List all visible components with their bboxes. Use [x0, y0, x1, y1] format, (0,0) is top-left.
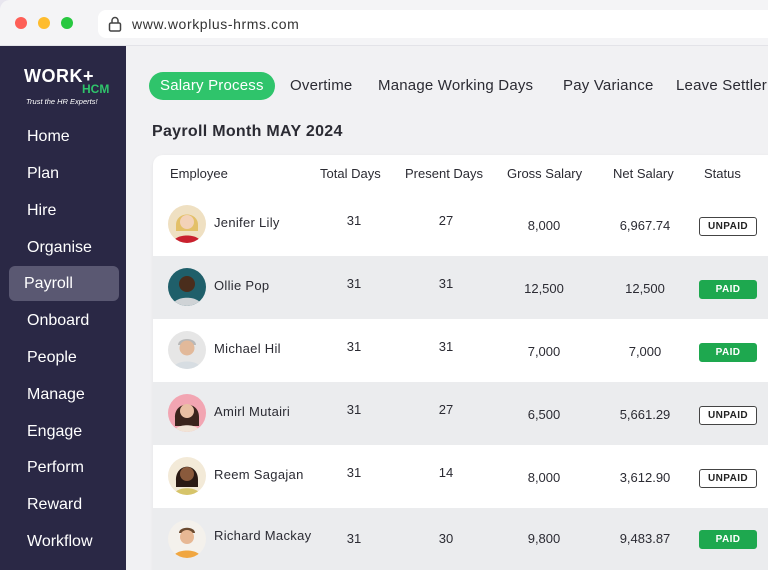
net-salary: 7,000	[628, 344, 662, 359]
column-header-status: Status	[704, 166, 741, 181]
sidebar-item-organise[interactable]: Organise	[27, 239, 92, 256]
status-badge: UNPAID	[699, 406, 757, 425]
gross-salary: 7,000	[527, 344, 561, 359]
page-title: Payroll Month MAY 2024	[152, 123, 343, 140]
present-days: 27	[438, 402, 454, 417]
tab-manage-working-days[interactable]: Manage Working Days	[378, 77, 534, 94]
employee-name: Amirl Mutairi	[214, 404, 291, 419]
status-badge: UNPAID	[699, 469, 757, 488]
present-days: 30	[438, 531, 454, 546]
gross-salary: 6,500	[527, 407, 561, 422]
gross-salary: 8,000	[527, 218, 561, 233]
maximize-window-button[interactable]	[61, 17, 73, 29]
logo-tagline: Trust the HR Experts!	[26, 97, 98, 106]
table-row[interactable]: Amirl Mutairi 31 27 6,500 5,661.29 UNPAI…	[153, 382, 768, 445]
sidebar-item-workflow[interactable]: Workflow	[27, 533, 93, 550]
url-text: www.workplus-hrms.com	[132, 16, 300, 32]
avatar	[168, 520, 206, 558]
sidebar-item-payroll[interactable]: Payroll	[9, 266, 119, 301]
main-content: Salary Process Overtime Manage Working D…	[126, 46, 768, 570]
logo-sub: HCM	[82, 82, 110, 96]
employee-name: Reem Sagajan	[214, 467, 304, 482]
tab-salary-process[interactable]: Salary Process	[149, 72, 275, 100]
net-salary: 6,967.74	[619, 218, 671, 233]
sidebar-item-engage[interactable]: Engage	[27, 423, 83, 440]
sidebar-item-manage[interactable]: Manage	[27, 386, 85, 403]
present-days: 27	[438, 213, 454, 228]
avatar	[168, 394, 206, 432]
sidebar-item-perform[interactable]: Perform	[27, 459, 84, 476]
status-badge: UNPAID	[699, 217, 757, 236]
tab-overtime[interactable]: Overtime	[290, 77, 353, 94]
avatar	[168, 457, 206, 495]
logo: WORK+ HCM Trust the HR Experts!	[24, 66, 120, 112]
lock-icon	[108, 16, 122, 32]
column-header-employee: Employee	[170, 166, 228, 181]
sidebar-item-reward[interactable]: Reward	[27, 496, 83, 513]
avatar	[168, 331, 206, 369]
net-salary: 12,500	[625, 281, 665, 296]
table-row[interactable]: Richard Mackay 31 30 9,800 9,483.87 PAID	[153, 508, 768, 570]
address-bar[interactable]: www.workplus-hrms.com	[98, 10, 768, 38]
tab-pay-variance[interactable]: Pay Variance	[563, 77, 654, 94]
sidebar-item-plan[interactable]: Plan	[27, 165, 60, 182]
sidebar-item-people[interactable]: People	[27, 349, 77, 366]
minimize-window-button[interactable]	[38, 17, 50, 29]
gross-salary: 8,000	[527, 470, 561, 485]
status-badge: PAID	[699, 530, 757, 549]
avatar	[168, 268, 206, 306]
net-salary: 3,612.90	[619, 470, 671, 485]
total-days: 31	[346, 213, 362, 228]
gross-salary: 9,800	[527, 531, 561, 546]
gross-salary: 12,500	[524, 281, 564, 296]
sidebar-item-onboard[interactable]: Onboard	[27, 312, 90, 329]
sidebar-item-hire[interactable]: Hire	[27, 202, 57, 219]
total-days: 31	[346, 531, 362, 546]
employee-name: Richard Mackay	[214, 528, 312, 543]
table-row[interactable]: Jenifer Lily 31 27 8,000 6,967.74 UNPAID	[153, 193, 768, 256]
browser-titlebar: www.workplus-hrms.com	[0, 0, 768, 46]
employee-name: Ollie Pop	[214, 278, 270, 293]
sidebar: WORK+ HCM Trust the HR Experts! Home Pla…	[0, 46, 126, 570]
employee-name: Michael Hil	[214, 341, 281, 356]
tab-leave-settlement[interactable]: Leave Settler	[676, 77, 767, 94]
avatar	[168, 205, 206, 243]
total-days: 31	[346, 402, 362, 417]
net-salary: 5,661.29	[619, 407, 671, 422]
column-header-total-days: Total Days	[320, 166, 381, 181]
logo-main: WORK+	[24, 66, 94, 86]
employee-name: Jenifer Lily	[214, 215, 280, 230]
total-days: 31	[346, 465, 362, 480]
present-days: 31	[438, 339, 454, 354]
total-days: 31	[346, 276, 362, 291]
net-salary: 9,483.87	[619, 531, 671, 546]
column-header-net-salary: Net Salary	[613, 166, 674, 181]
table-row[interactable]: Reem Sagajan 31 14 8,000 3,612.90 UNPAID	[153, 445, 768, 508]
status-badge: PAID	[699, 343, 757, 362]
column-header-gross-salary: Gross Salary	[507, 166, 583, 181]
table-row[interactable]: Michael Hil 31 31 7,000 7,000 PAID	[153, 319, 768, 382]
total-days: 31	[346, 339, 362, 354]
column-header-present-days: Present Days	[405, 166, 484, 181]
sidebar-item-home[interactable]: Home	[27, 128, 70, 145]
present-days: 31	[438, 276, 454, 291]
status-badge: PAID	[699, 280, 757, 299]
table-row[interactable]: Ollie Pop 31 31 12,500 12,500 PAID	[153, 256, 768, 319]
payroll-table: Employee Total Days Present Days Gross S…	[153, 155, 768, 570]
close-window-button[interactable]	[15, 17, 27, 29]
present-days: 14	[438, 465, 454, 480]
